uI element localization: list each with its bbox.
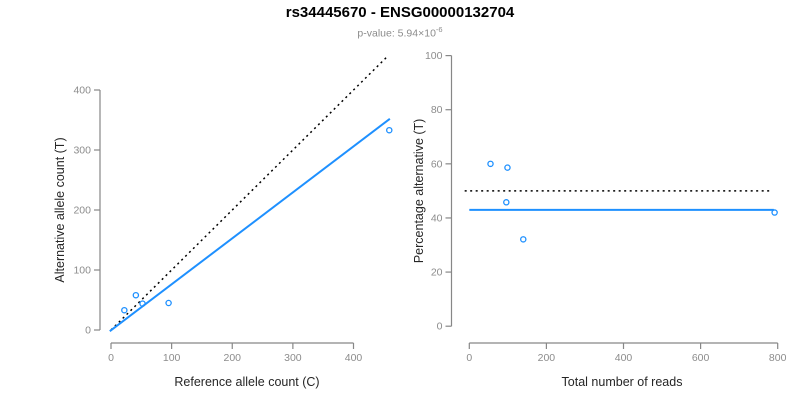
x-axis-title: Reference allele count (C) xyxy=(174,375,319,389)
data-point xyxy=(386,126,393,134)
data-point xyxy=(504,164,511,171)
x-tick-label: 200 xyxy=(223,352,241,364)
x-tick-label: 600 xyxy=(692,352,710,364)
x-tick-label: 0 xyxy=(466,352,472,364)
y-tick-label: 100 xyxy=(425,50,443,62)
data-point xyxy=(487,160,494,168)
x-tick-label: 200 xyxy=(538,352,556,364)
y-tick-label: 40 xyxy=(431,212,443,224)
x-tick-label: 400 xyxy=(345,352,363,364)
data-point xyxy=(121,306,128,314)
y-tick-label: 200 xyxy=(73,205,91,217)
p-value-mantissa: 5.94×10 xyxy=(397,27,436,40)
data-point xyxy=(165,299,172,307)
y-tick-label: 300 xyxy=(73,145,91,157)
p-value-label: p-value: xyxy=(357,27,398,40)
y-tick-label: 0 xyxy=(85,325,91,337)
data-point xyxy=(503,199,510,206)
y-tick-label: 0 xyxy=(437,321,443,333)
x-tick-label: 300 xyxy=(284,352,302,364)
y-tick-label: 100 xyxy=(73,265,91,277)
data-point xyxy=(139,300,146,307)
y-tick-label: 400 xyxy=(73,85,91,97)
y-axis-title: Percentage alternative (T) xyxy=(412,119,426,264)
fit-line xyxy=(109,118,391,332)
data-point xyxy=(132,291,140,299)
y-tick-label: 20 xyxy=(431,267,443,279)
x-tick-label: 800 xyxy=(769,352,787,364)
y-tick-label: 60 xyxy=(431,158,443,170)
y-axis-title: Alternative allele count (T) xyxy=(53,137,67,282)
figure-title: rs34445670 - ENSG00000132704 xyxy=(285,4,515,21)
identity-line xyxy=(110,56,388,331)
data-point xyxy=(520,236,527,243)
y-tick-label: 80 xyxy=(431,104,443,116)
x-tick-label: 100 xyxy=(163,352,181,364)
data-point xyxy=(771,209,778,216)
x-tick-label: 400 xyxy=(615,352,633,364)
x-axis-title: Total number of reads xyxy=(562,375,683,389)
x-tick-label: 0 xyxy=(108,352,114,364)
p-value-subtitle: p-value: 5.94×10-6 xyxy=(0,25,800,40)
p-value-exponent: -6 xyxy=(435,25,443,34)
